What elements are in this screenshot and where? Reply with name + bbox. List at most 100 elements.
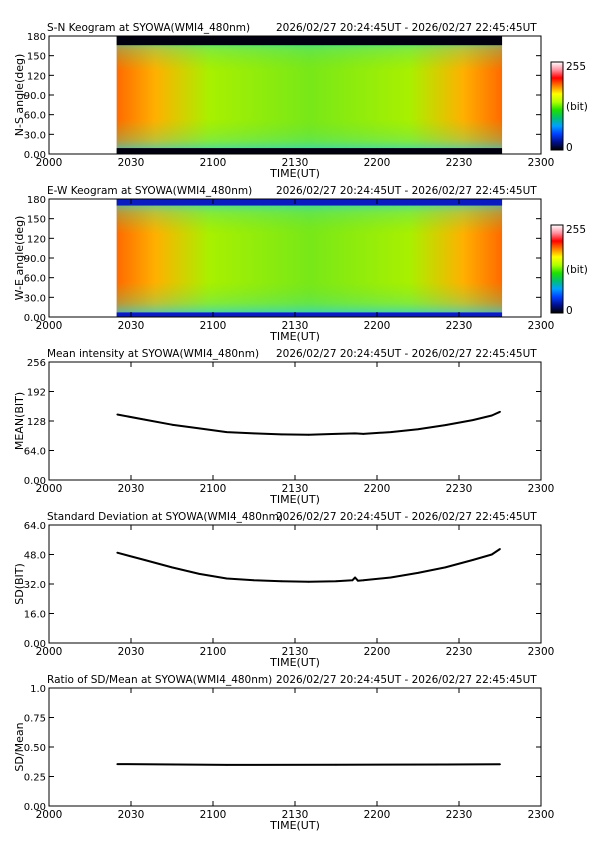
y-tick-label: 60.0 (24, 274, 46, 285)
y-tick-label: 180 (27, 195, 46, 206)
y-tick-label: 0.00 (24, 150, 46, 161)
data-point (444, 566, 447, 569)
colorbar-min-label: 0 (566, 305, 573, 317)
x-tick-label: 2230 (446, 320, 473, 332)
keogram-edge-band (116, 312, 503, 317)
data-point (471, 559, 474, 561)
x-tick-label: 2030 (118, 320, 145, 332)
data-point (335, 763, 337, 766)
x-axis: 2000 2030 2100 2130 2200 2230 2300 TIME(UT) (36, 362, 554, 506)
y-axis-label: MEAN(BIT) (13, 392, 26, 450)
panel-time-range: 2026/02/27 20:24:45UT - 2026/02/27 22:45… (276, 348, 537, 360)
x-tick-label: 2000 (36, 483, 63, 495)
y-tick-label: 48.0 (24, 551, 46, 562)
y-tick-label: 0.50 (24, 743, 46, 754)
keogram-image (116, 36, 503, 154)
data-point (116, 763, 119, 765)
data-point (357, 579, 359, 582)
colorbar-scale (550, 61, 564, 151)
x-tick-label: 2130 (282, 157, 309, 169)
x-tick-label: 2200 (364, 809, 391, 821)
y-axis-label: SD/Mean (13, 722, 26, 771)
panel-3: Mean intensity at SYOWA(WMI4_480nm) 2026/… (13, 348, 554, 506)
y-tick-label: 16.0 (24, 610, 46, 621)
y-axis: 0.00 16.0 32.0 48.0 64.0 SD(BIT) (13, 521, 541, 650)
plot-frame (48, 524, 542, 644)
panel-time-range: 2026/02/27 20:24:45UT - 2026/02/27 22:45… (276, 185, 537, 197)
y-tick-label: 120 (27, 71, 46, 82)
data-point (490, 553, 493, 556)
x-tick-label: 2200 (364, 646, 391, 658)
x-tick-label: 2230 (446, 483, 473, 495)
x-tick-label: 2030 (118, 157, 145, 169)
data-point (444, 424, 447, 426)
x-tick-label: 2000 (36, 320, 63, 332)
x-axis-label: TIME(UT) (269, 656, 320, 669)
panel-time-range: 2026/02/27 20:24:45UT - 2026/02/27 22:45… (276, 511, 537, 523)
y-axis: 0.00 0.25 0.50 0.75 1.0 SD/Mean (13, 684, 541, 813)
colorbar-min-label: 0 (566, 142, 573, 154)
colorbar-unit-label: (bit) (566, 101, 588, 113)
y-axis-label: N-S angle(deg) (13, 54, 26, 137)
keogram-edge-band (116, 199, 503, 206)
data-point (417, 428, 419, 431)
y-tick-label: 150 (27, 52, 46, 63)
data-point (362, 579, 365, 582)
data-point (116, 551, 119, 554)
panel-4: Standard Deviation at SYOWA(WMI4_480nm)2… (13, 511, 554, 669)
data-point (490, 414, 493, 417)
data-point (307, 433, 310, 436)
x-tick-label: 2200 (364, 320, 391, 332)
data-point (417, 572, 419, 574)
y-tick-label: 128 (27, 417, 46, 428)
y-tick-label: 64.0 (24, 447, 46, 458)
y-axis: 0.00 64.0 128 192 256 MEAN(BIT) (13, 358, 541, 487)
y-tick-label: 180 (27, 32, 46, 43)
data-point (354, 576, 356, 579)
x-tick-label: 2100 (200, 157, 227, 169)
keogram-edge-shade (116, 199, 503, 317)
y-tick-label: 32.0 (24, 580, 46, 591)
data-point (499, 410, 501, 413)
data-point (335, 433, 337, 435)
data-point (389, 576, 392, 579)
panel-title: Standard Deviation at SYOWA(WMI4_480nm) (47, 511, 283, 523)
x-tick-label: 2300 (528, 646, 555, 658)
colorbar-max-label: 255 (566, 61, 586, 73)
panel-5: Ratio of SD/Mean at SYOWA(WMI4_480nm) 202… (13, 674, 554, 832)
data-point (198, 427, 201, 430)
y-tick-label: 0.00 (24, 639, 46, 650)
panel-time-range: 2026/02/27 20:24:45UT - 2026/02/27 22:45… (276, 674, 537, 686)
y-tick-label: 64.0 (24, 521, 46, 532)
panel-time-range: 2026/02/27 20:24:45UT - 2026/02/27 22:45… (276, 22, 537, 34)
data-point (225, 431, 228, 433)
x-axis-label: TIME(UT) (269, 167, 320, 180)
x-tick-label: 2230 (446, 646, 473, 658)
x-tick-label: 2030 (118, 483, 145, 495)
data-point (198, 573, 201, 575)
panel-title: Ratio of SD/Mean at SYOWA(WMI4_480nm) (47, 674, 272, 686)
data-point (225, 764, 228, 766)
x-tick-label: 2000 (36, 157, 63, 169)
y-tick-label: 120 (27, 234, 46, 245)
x-tick-label: 2130 (282, 483, 309, 495)
x-tick-label: 2100 (200, 646, 227, 658)
data-point (171, 423, 173, 426)
panel-title: Mean intensity at SYOWA(WMI4_480nm) (47, 348, 259, 360)
colorbar: 255 (bit) 0 (550, 224, 588, 317)
series-line (117, 410, 501, 436)
data-point (280, 580, 283, 583)
data-point (499, 548, 501, 550)
x-tick-label: 2000 (36, 809, 63, 821)
x-axis-label: TIME(UT) (269, 493, 320, 506)
colorbar: 255 (bit) 0 (550, 61, 588, 154)
x-axis: 2000 2030 2100 2130 2200 2230 2300 TIME(UT) (36, 199, 555, 343)
x-axis: 2000 2030 2100 2130 2200 2230 2300 TIME(UT) (36, 525, 555, 669)
y-tick-label: 30.0 (24, 130, 46, 141)
x-tick-label: 2100 (200, 320, 227, 332)
x-tick-label: 2100 (200, 809, 227, 821)
data-point (351, 579, 354, 582)
x-tick-label: 2300 (528, 320, 555, 332)
